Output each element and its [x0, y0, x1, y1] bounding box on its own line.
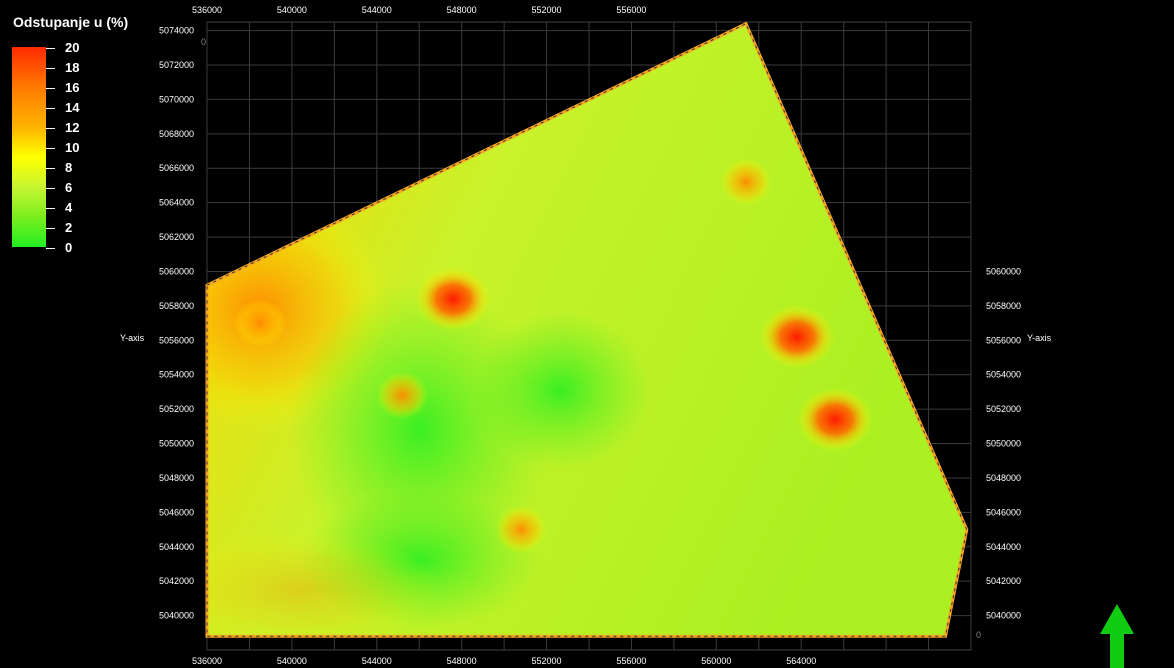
hotspot: [234, 299, 287, 348]
legend-tick-label: 0: [65, 240, 73, 255]
hotspot: [415, 267, 492, 332]
x-tick-label-top: 548000: [447, 5, 477, 15]
y-tick-label-left: 5074000: [159, 26, 194, 36]
y-tick-label-right: 5056000: [986, 335, 1021, 345]
legend-tick-mark: [46, 228, 55, 229]
y-tick-label-right: 5046000: [986, 507, 1021, 517]
y-tick-label-right: 5048000: [986, 473, 1021, 483]
y-tick-label-left: 5040000: [159, 611, 194, 621]
legend-tick-mark: [46, 68, 55, 69]
legend-color-bar: [12, 47, 46, 247]
y-tick-label-left: 5058000: [159, 301, 194, 311]
corner-label-bottom: 0: [976, 630, 981, 640]
y-tick-label-right: 5044000: [986, 542, 1021, 552]
y-tick-label-right: 5058000: [986, 301, 1021, 311]
x-tick-label-top: 552000: [532, 5, 562, 15]
legend-tick-mark: [46, 108, 55, 109]
y-tick-label-left: 5064000: [159, 198, 194, 208]
x-tick-label-top: 556000: [616, 5, 646, 15]
y-tick-label-left: 5056000: [159, 335, 194, 345]
legend-tick-label: 18: [65, 60, 80, 75]
legend-tick-mark: [46, 88, 55, 89]
legend-tick-label: 16: [65, 80, 80, 95]
y-axis-label-left: Y-axis: [120, 333, 145, 343]
legend-tick-mark: [46, 208, 55, 209]
legend-tick-label: 12: [65, 120, 80, 135]
y-tick-label-left: 5044000: [159, 542, 194, 552]
legend-tick-label: 4: [65, 200, 73, 215]
x-tick-label-top: 536000: [192, 5, 222, 15]
y-tick-label-left: 5066000: [159, 163, 194, 173]
y-tick-label-left: 5060000: [159, 266, 194, 276]
y-tick-label-left: 5052000: [159, 404, 194, 414]
x-tick-label-bottom: 536000: [192, 656, 222, 666]
x-tick-label-bottom: 552000: [532, 656, 562, 666]
y-tick-label-left: 5072000: [159, 60, 194, 70]
legend-tick-mark: [46, 188, 55, 189]
x-tick-label-bottom: 564000: [786, 656, 816, 666]
x-tick-label-bottom: 544000: [362, 656, 392, 666]
y-tick-label-right: 5052000: [986, 404, 1021, 414]
x-tick-label-top: 544000: [362, 5, 392, 15]
legend-tick-mark: [46, 248, 55, 249]
legend-tick-label: 14: [65, 100, 80, 115]
legend-title: Odstupanje u (%): [13, 14, 129, 30]
legend: Odstupanje u (%) 20 18 16 14 12 10 8 6 4 2 0: [0, 0, 150, 260]
x-tick-label-bottom: 540000: [277, 656, 307, 666]
legend-tick-label: 2: [65, 220, 73, 235]
map-boundary-dashed: [206, 23, 968, 637]
x-tick-label-bottom: 560000: [701, 656, 731, 666]
x-tick-label-bottom: 556000: [616, 656, 646, 666]
north-arrow-icon: [1100, 604, 1134, 668]
legend-tick-label: 8: [65, 160, 73, 175]
y-tick-label-right: 5042000: [986, 576, 1021, 586]
x-tick-label-top: 540000: [277, 5, 307, 15]
y-tick-label-left: 5054000: [159, 370, 194, 380]
y-tick-label-left: 5048000: [159, 473, 194, 483]
y-tick-label-left: 5042000: [159, 576, 194, 586]
legend-tick-label: 6: [65, 180, 73, 195]
y-tick-label-left: 5070000: [159, 94, 194, 104]
y-tick-label-left: 5050000: [159, 439, 194, 449]
legend-tick-mark: [46, 168, 55, 169]
y-tick-label-left: 5062000: [159, 232, 194, 242]
hotspot: [720, 158, 773, 207]
hotspot: [797, 387, 874, 452]
y-tick-label-left: 5046000: [159, 507, 194, 517]
hotspot: [758, 304, 835, 369]
legend-tick-mark: [46, 148, 55, 149]
y-tick-label-right: 5060000: [986, 266, 1021, 276]
x-tick-label-bottom: 548000: [447, 656, 477, 666]
y-tick-label-right: 5040000: [986, 611, 1021, 621]
y-tick-label-right: 5050000: [986, 439, 1021, 449]
legend-tick-mark: [46, 128, 55, 129]
hotspots: [234, 158, 874, 554]
axis-tick-labels: 536000 540000 544000 548000 552000 556000 5360…: [159, 5, 1021, 666]
legend-tick-label: 10: [65, 140, 80, 155]
y-tick-label-right: 5054000: [986, 370, 1021, 380]
legend-tick-mark: [46, 48, 55, 49]
hotspot: [376, 371, 429, 420]
corner-label-top: 0: [201, 37, 206, 47]
hotspot: [495, 505, 548, 554]
y-axis-label-right: Y-axis: [1027, 333, 1052, 343]
legend-tick-label: 20: [65, 40, 80, 55]
y-tick-label-left: 5068000: [159, 129, 194, 139]
